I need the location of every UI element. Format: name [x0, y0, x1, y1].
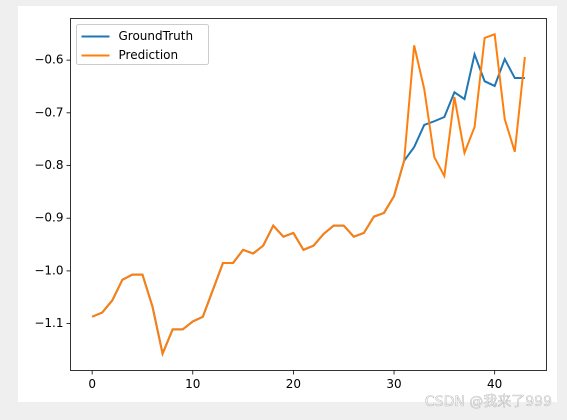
y-tick-label: −1.0 [34, 263, 63, 277]
x-tick-label: 40 [487, 377, 502, 391]
x-tick-label: 30 [386, 377, 401, 391]
y-tick-label: −1.1 [34, 316, 63, 330]
y-tick-label: −0.9 [34, 211, 63, 225]
x-tick-label: 10 [185, 377, 200, 391]
figure [18, 6, 557, 402]
axes-frame [70, 18, 547, 371]
x-tick-label: 20 [286, 377, 301, 391]
x-tick-label: 0 [88, 377, 96, 391]
series-line [91, 32, 526, 357]
legend-label: Prediction [119, 48, 179, 62]
y-tick-label: −0.7 [34, 105, 63, 119]
y-tick-label: −0.8 [34, 158, 63, 172]
y-tick-label: −0.6 [34, 53, 63, 67]
watermark: CSDN @我来了999 [425, 394, 552, 410]
legend-label: GroundTruth [119, 29, 194, 43]
